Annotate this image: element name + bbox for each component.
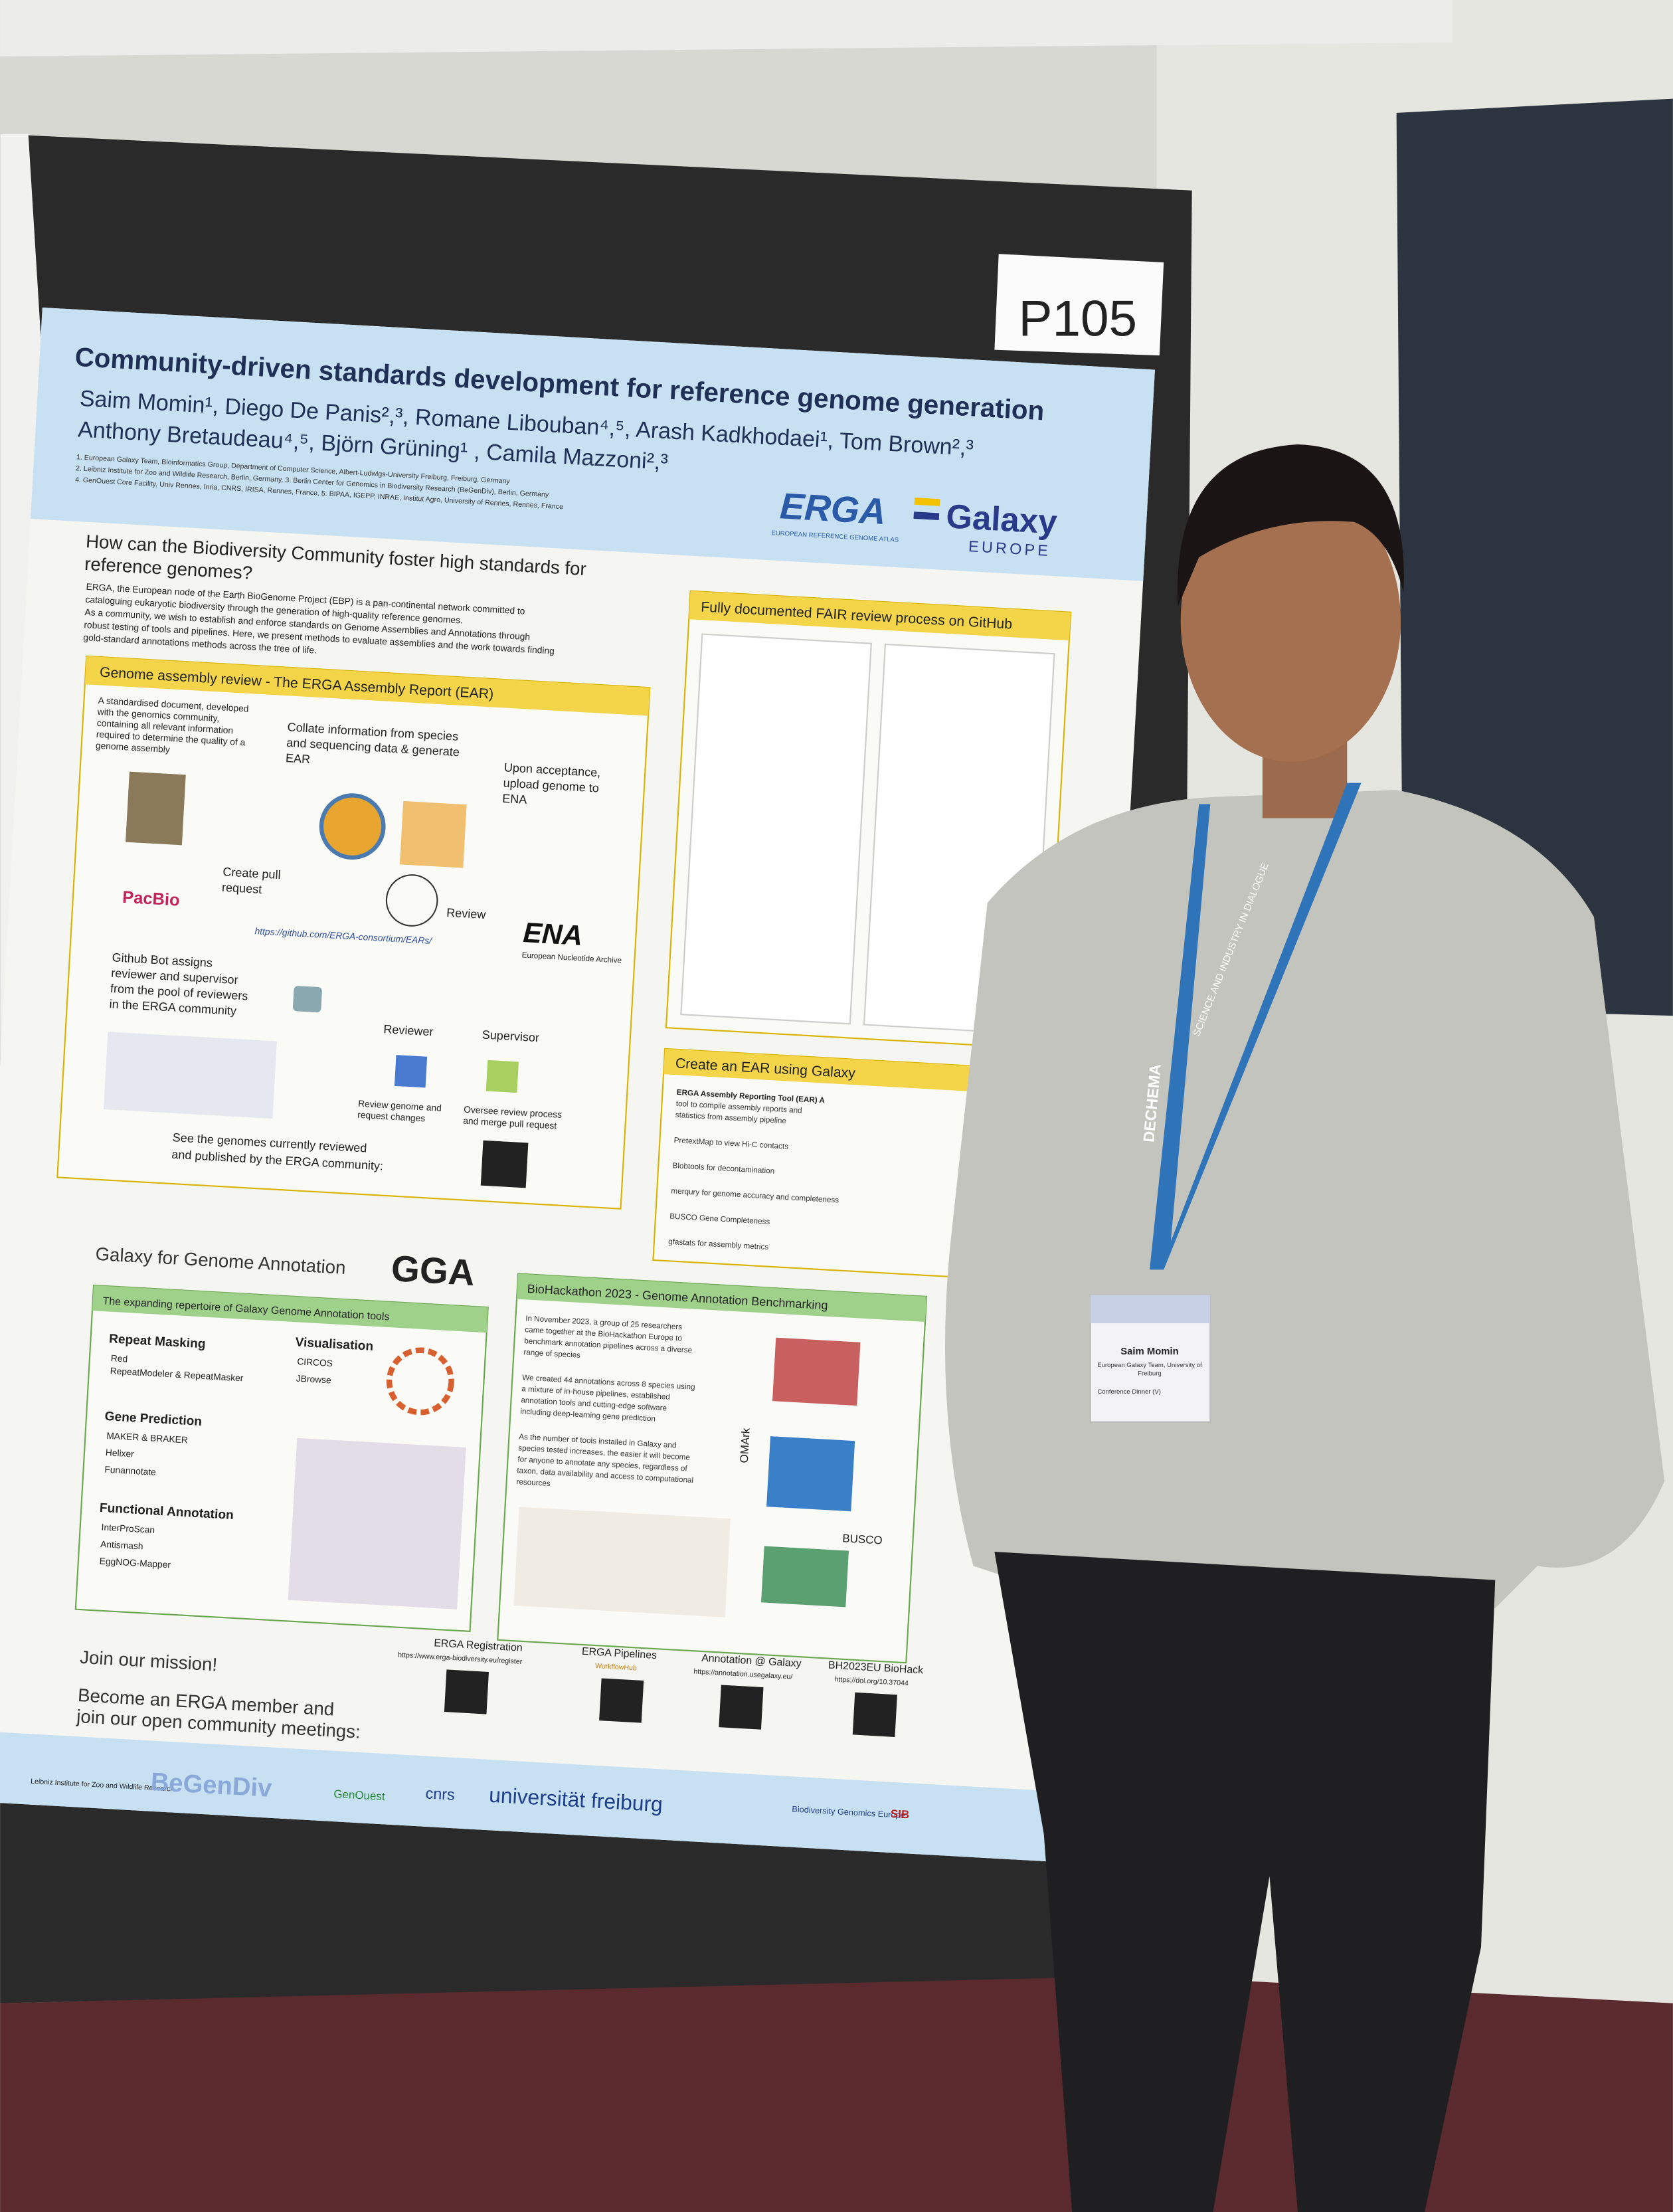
tool: Antismash <box>100 1539 143 1552</box>
tool: Helixer <box>105 1447 134 1459</box>
create-header <box>663 1048 1045 1096</box>
ear-review-changes: request changes <box>357 1110 426 1124</box>
tool: InterProScan <box>101 1522 155 1535</box>
ear-pull: Create pull <box>222 865 281 881</box>
supervisor-icon <box>485 1060 519 1093</box>
badge-name: Saim Momin <box>1120 1346 1179 1357</box>
lanyard <box>1149 783 1362 1270</box>
ear-review-changes: Review genome and <box>358 1099 442 1113</box>
hair <box>1177 444 1404 607</box>
gga-logo: GGA <box>390 1247 476 1293</box>
ear-doc: genome assembly <box>96 741 171 755</box>
galaxy-logo: Galaxy <box>945 497 1059 541</box>
footer-logo: cnrs <box>425 1784 456 1803</box>
omark-chart <box>772 1337 861 1406</box>
tool: JBrowse <box>296 1374 331 1386</box>
link-name: ERGA Pipelines <box>582 1646 658 1661</box>
tool: Funannotate <box>104 1465 157 1477</box>
qr-code <box>480 1140 529 1188</box>
floor <box>0 1975 1673 2212</box>
tool: Red <box>110 1353 128 1364</box>
badge-header <box>1090 1295 1211 1324</box>
github-header <box>689 591 1071 641</box>
whiteboard-top <box>0 0 1453 56</box>
biohack-text: resources <box>516 1477 551 1488</box>
hic-map-icon <box>399 800 467 868</box>
sign-text: P105 <box>1018 290 1137 347</box>
qr-code <box>852 1692 897 1737</box>
ear-review: Review <box>446 906 487 921</box>
reviewer-icons <box>103 1032 277 1119</box>
ear-reviewer: Reviewer <box>383 1022 434 1038</box>
biohack-text: range of species <box>523 1348 580 1360</box>
omark-chart <box>766 1436 855 1512</box>
link-url: https://doi.org/10.37044 <box>834 1675 909 1687</box>
ear-upload: ENA <box>502 792 527 806</box>
busco-chart <box>761 1546 849 1608</box>
poster-footer <box>0 1730 1076 1863</box>
ear-supervisor: Supervisor <box>482 1028 539 1045</box>
link-url: WorkflowHub <box>595 1662 638 1672</box>
qr-code <box>719 1685 764 1730</box>
tool: EggNOG-Mapper <box>99 1556 171 1570</box>
github-screenshot <box>680 633 872 1025</box>
jbrowse-screenshot <box>288 1437 466 1610</box>
specimen-image <box>126 771 186 846</box>
sign-card <box>994 254 1164 356</box>
ear-header <box>84 656 650 716</box>
tool: MAKER & BRAKER <box>106 1431 188 1445</box>
bar-chart <box>513 1507 731 1617</box>
ear-collate: EAR <box>286 751 311 766</box>
ena-logo: ENA <box>522 917 583 951</box>
footer-logo: BeGenDiv <box>150 1768 274 1803</box>
busco-label: BUSCO <box>842 1532 883 1546</box>
biohack-header <box>517 1273 927 1323</box>
badge-affiliation: Freiburg <box>1138 1370 1162 1378</box>
badge-affiliation: European Galaxy Team, University of <box>1097 1362 1202 1369</box>
tool: CIRCOS <box>297 1356 333 1368</box>
trousers <box>994 1552 1496 2212</box>
gga-box-header <box>92 1285 488 1333</box>
erga-logo: ERGA <box>779 485 887 532</box>
reviewer-icon <box>394 1055 428 1088</box>
circos-plot <box>386 1347 454 1416</box>
ear-pull: request <box>222 881 262 896</box>
qr-code <box>599 1678 644 1723</box>
bot-icon <box>293 986 322 1013</box>
omark-label: OMArk <box>738 1428 752 1463</box>
screen <box>1396 98 1673 1016</box>
badge-note: Conference Dinner (V) <box>1097 1388 1161 1396</box>
poster-header <box>31 307 1155 581</box>
galaxy-logo-bar <box>914 498 940 506</box>
qr-code <box>444 1669 489 1714</box>
person: DECHEMA SCIENCE AND INDUSTRY IN DIALOGUE… <box>945 444 1665 2212</box>
ear-chart-icon <box>319 793 386 860</box>
poster: Community-driven standards development f… <box>0 307 1155 1863</box>
face <box>1180 480 1401 762</box>
galaxy-logo-bar <box>913 511 940 521</box>
review-cycle <box>385 874 438 927</box>
footer-logo: SIB <box>890 1807 909 1821</box>
pacbio-logo: PacBio <box>122 888 181 910</box>
footer-logo: GenOuest <box>333 1788 386 1803</box>
